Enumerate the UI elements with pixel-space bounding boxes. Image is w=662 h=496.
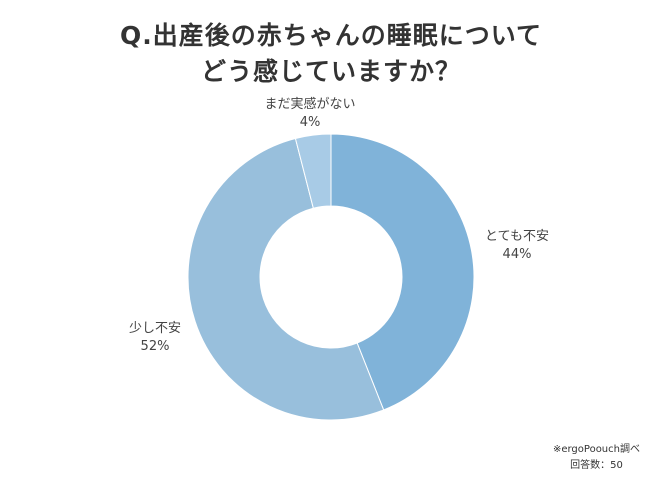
slice-label-very-anxious-percent: 44%	[502, 247, 532, 262]
slice-label-slightly-anxious-percent: 52%	[140, 339, 170, 354]
slice-label-slightly-anxious: 少し不安 52%	[110, 320, 200, 356]
footnote-respondents: 回答数：50	[570, 460, 623, 471]
slice-very-anxious	[330, 133, 475, 411]
slice-slightly-anxious	[187, 137, 385, 421]
slice-label-very-anxious: とても不安 44%	[472, 228, 562, 264]
chart-title: Q.出産後の赤ちゃんの睡眠について どう感じていますか？	[0, 18, 662, 90]
footnote-source: ※ergoPoouch調べ	[552, 444, 640, 455]
slice-label-slightly-anxious-name: 少し不安	[128, 321, 181, 336]
slice-label-not-yet-percent: 4%	[299, 115, 321, 130]
footnote: ※ergoPoouch調べ 回答数：50	[553, 442, 640, 474]
chart-title-line-1: Q.出産後の赤ちゃんの睡眠について	[119, 21, 542, 50]
chart-title-line-2: どう感じていますか？	[200, 57, 461, 86]
slice-not-yet	[294, 133, 332, 209]
slice-label-very-anxious-name: とても不安	[485, 229, 549, 244]
slice-label-not-yet-name: まだ実感がない	[264, 97, 356, 112]
slice-label-not-yet: まだ実感がない 4%	[250, 96, 370, 132]
